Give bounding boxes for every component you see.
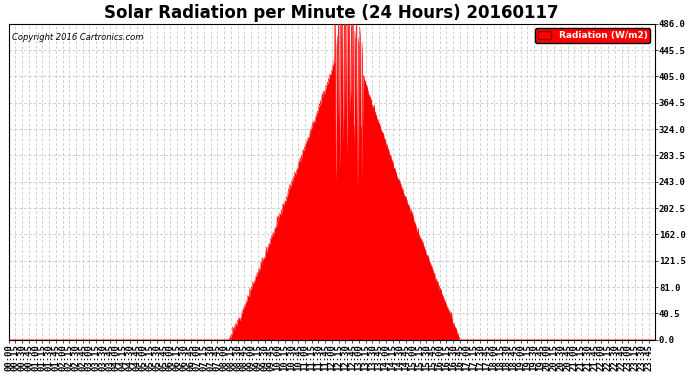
Title: Solar Radiation per Minute (24 Hours) 20160117: Solar Radiation per Minute (24 Hours) 20… [104, 4, 559, 22]
Text: Copyright 2016 Cartronics.com: Copyright 2016 Cartronics.com [12, 33, 144, 42]
Legend: Radiation (W/m2): Radiation (W/m2) [535, 28, 650, 43]
